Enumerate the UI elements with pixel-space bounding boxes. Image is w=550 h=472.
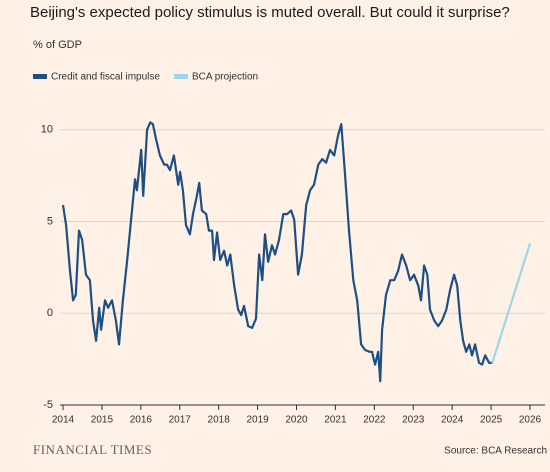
y-axis-label: % of GDP: [33, 39, 82, 51]
publisher: FINANCIAL TIMES: [33, 442, 152, 457]
line: [491, 243, 532, 364]
x-tick-label: 2023: [402, 415, 425, 426]
y-tick-label: -5: [43, 399, 53, 411]
x-tick-label: 2021: [324, 415, 347, 426]
line: [61, 121, 493, 383]
x-tick-label: 2016: [130, 415, 153, 426]
x-tick-label: 2020: [285, 415, 308, 426]
y-tick-label: 0: [47, 307, 53, 319]
source: Source: BCA Research: [444, 446, 547, 457]
x-tick-label: 2014: [52, 415, 75, 426]
y-tick-label: 10: [41, 124, 53, 136]
x-tick-label: 2019: [246, 415, 269, 426]
legend-swatch: [173, 74, 188, 79]
legend-label: Credit and fiscal impulse: [51, 72, 160, 83]
x-tick-label: 2025: [480, 415, 503, 426]
x-tick-label: 2026: [519, 415, 542, 426]
x-tick-label: 2015: [91, 415, 114, 426]
x-tick-label: 2017: [169, 415, 192, 426]
legend-label: BCA projection: [192, 72, 258, 83]
y-tick-label: 5: [47, 215, 53, 227]
chart-title: Beijing's expected policy stimulus is mu…: [30, 4, 510, 21]
x-tick-label: 2022: [363, 415, 386, 426]
legend-swatch: [33, 74, 47, 79]
x-tick-label: 2024: [441, 415, 464, 426]
x-tick-label: 2018: [208, 415, 231, 426]
